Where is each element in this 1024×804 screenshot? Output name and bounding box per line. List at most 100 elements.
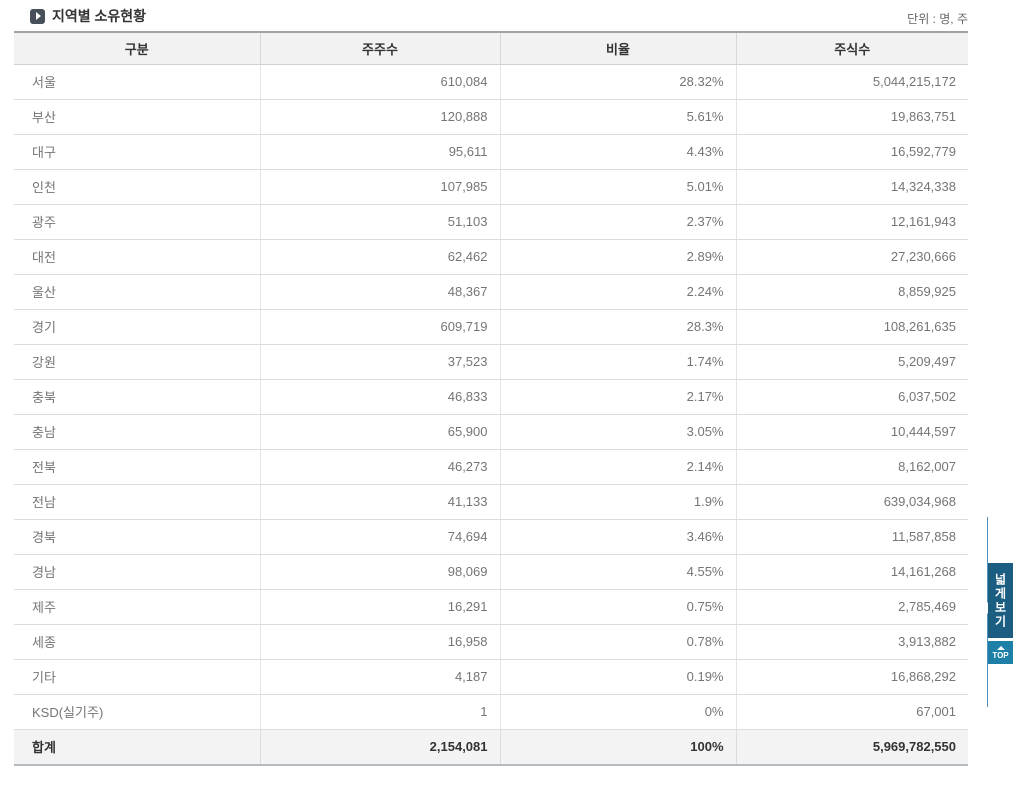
shares-cell: 108,261,635 [735, 309, 968, 345]
table-row: 강원 37,523 1.74% 5,209,497 [14, 344, 968, 380]
up-arrow-icon [996, 645, 1005, 650]
region-cell: 세종 [14, 624, 260, 660]
holders-cell: 98,069 [259, 554, 500, 590]
table-row: 충남 65,900 3.05% 10,444,597 [14, 414, 968, 450]
wide-view-button[interactable]: 넓게보기 [988, 563, 1013, 638]
shares-cell: 2,785,469 [735, 589, 968, 625]
unit-label: 단위 : 명, 주 [907, 12, 968, 26]
holders-cell: 4,187 [259, 659, 500, 695]
holders-cell: 95,611 [259, 134, 500, 170]
ratio-cell: 5.61% [499, 99, 736, 135]
table-row: 인천 107,985 5.01% 14,324,338 [14, 169, 968, 205]
holders-cell: 74,694 [259, 519, 500, 555]
shares-cell: 6,037,502 [735, 379, 968, 415]
holders-cell: 120,888 [259, 99, 500, 135]
holders-cell: 62,462 [259, 239, 500, 275]
shares-cell: 27,230,666 [735, 239, 968, 275]
table-row: 충북 46,833 2.17% 6,037,502 [14, 379, 968, 415]
region-cell: 대전 [14, 239, 260, 275]
table-row: 경북 74,694 3.46% 11,587,858 [14, 519, 968, 555]
region-ownership-table-wrap: 구분 주주수 비율 주식수 서울 610,084 28.32% 5,044,21… [14, 31, 968, 766]
scroll-to-top-button[interactable]: TOP [988, 641, 1013, 664]
ratio-cell: 0% [499, 694, 736, 730]
ratio-cell: 2.17% [499, 379, 736, 415]
region-cell: 전남 [14, 484, 260, 520]
holders-cell: 1 [259, 694, 500, 730]
region-cell: 제주 [14, 589, 260, 625]
ratio-cell: 3.46% [499, 519, 736, 555]
table-row: 광주 51,103 2.37% 12,161,943 [14, 204, 968, 240]
holders-cell: 16,291 [259, 589, 500, 625]
region-cell: 울산 [14, 274, 260, 310]
ratio-cell: 0.78% [499, 624, 736, 660]
total-row: 합계 2,154,081 100% 5,969,782,550 [14, 729, 968, 766]
ratio-cell: 0.19% [499, 659, 736, 695]
table-row: 전북 46,273 2.14% 8,162,007 [14, 449, 968, 485]
ratio-cell: 4.43% [499, 134, 736, 170]
region-ownership-table: 구분 주주수 비율 주식수 서울 610,084 28.32% 5,044,21… [14, 31, 968, 766]
holders-cell: 65,900 [259, 414, 500, 450]
ratio-cell: 2.89% [499, 239, 736, 275]
holders-cell: 37,523 [259, 344, 500, 380]
wide-view-label: 넓게보기 [993, 572, 1007, 629]
total-holders: 2,154,081 [259, 729, 500, 766]
shares-cell: 12,161,943 [735, 204, 968, 240]
shares-cell: 5,209,497 [735, 344, 968, 380]
table-row: 대전 62,462 2.89% 27,230,666 [14, 239, 968, 275]
table-row: KSD(실기주) 1 0% 67,001 [14, 694, 968, 730]
ratio-cell: 1.9% [499, 484, 736, 520]
table-row: 제주 16,291 0.75% 2,785,469 [14, 589, 968, 625]
region-cell: 기타 [14, 659, 260, 695]
ratio-cell: 1.74% [499, 344, 736, 380]
ratio-cell: 2.37% [499, 204, 736, 240]
shares-cell: 8,162,007 [735, 449, 968, 485]
ratio-cell: 0.75% [499, 589, 736, 625]
holders-cell: 48,367 [259, 274, 500, 310]
shares-cell: 8,859,925 [735, 274, 968, 310]
holders-cell: 41,133 [259, 484, 500, 520]
holders-cell: 107,985 [259, 169, 500, 205]
column-header-shares: 주식수 [735, 32, 968, 65]
table-row: 세종 16,958 0.78% 3,913,882 [14, 624, 968, 660]
shares-cell: 16,868,292 [735, 659, 968, 695]
table-body: 서울 610,084 28.32% 5,044,215,172 부산 120,8… [14, 64, 968, 730]
ratio-cell: 2.24% [499, 274, 736, 310]
region-cell: 전북 [14, 449, 260, 485]
table-row: 울산 48,367 2.24% 8,859,925 [14, 274, 968, 310]
shares-cell: 16,592,779 [735, 134, 968, 170]
table-row: 대구 95,611 4.43% 16,592,779 [14, 134, 968, 170]
region-cell: 인천 [14, 169, 260, 205]
holders-cell: 610,084 [259, 64, 500, 100]
table-row: 기타 4,187 0.19% 16,868,292 [14, 659, 968, 695]
table-row: 경남 98,069 4.55% 14,161,268 [14, 554, 968, 590]
shares-cell: 5,044,215,172 [735, 64, 968, 100]
region-cell: 충남 [14, 414, 260, 450]
shares-cell: 3,913,882 [735, 624, 968, 660]
wide-view-arrow-icon [981, 602, 988, 614]
total-ratio: 100% [499, 729, 736, 766]
region-cell: 경기 [14, 309, 260, 345]
region-cell: 서울 [14, 64, 260, 100]
column-header-ratio: 비율 [499, 32, 736, 65]
table-row: 서울 610,084 28.32% 5,044,215,172 [14, 64, 968, 100]
ratio-cell: 2.14% [499, 449, 736, 485]
table-row: 경기 609,719 28.3% 108,261,635 [14, 309, 968, 345]
column-header-category: 구분 [14, 32, 260, 65]
holders-cell: 16,958 [259, 624, 500, 660]
region-cell: 경남 [14, 554, 260, 590]
region-cell: KSD(실기주) [14, 694, 260, 730]
region-cell: 강원 [14, 344, 260, 380]
shares-cell: 19,863,751 [735, 99, 968, 135]
shares-cell: 14,161,268 [735, 554, 968, 590]
header-row: 구분 주주수 비율 주식수 [14, 32, 968, 65]
region-cell: 대구 [14, 134, 260, 170]
table-row: 부산 120,888 5.61% 19,863,751 [14, 99, 968, 135]
ratio-cell: 5.01% [499, 169, 736, 205]
region-cell: 광주 [14, 204, 260, 240]
holders-cell: 46,273 [259, 449, 500, 485]
ratio-cell: 28.32% [499, 64, 736, 100]
top-button-label: TOP [992, 650, 1009, 660]
arrow-bullet-icon [30, 8, 45, 24]
section-title-bar: 지역별 소유현황 [30, 6, 146, 26]
total-label: 합계 [14, 729, 260, 766]
